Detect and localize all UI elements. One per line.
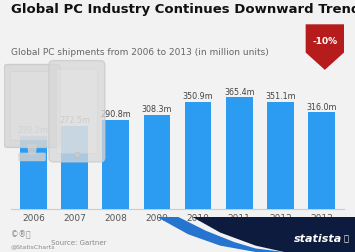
Bar <box>267 102 294 209</box>
Text: @StatisCharts: @StatisCharts <box>11 244 55 249</box>
Text: Source: Gartner: Source: Gartner <box>51 239 107 245</box>
Text: ©®Ⓢ: ©®Ⓢ <box>11 229 30 238</box>
Bar <box>20 136 47 209</box>
Text: Global PC Industry Continues Downward Trend: Global PC Industry Continues Downward Tr… <box>11 3 355 15</box>
Text: 351.1m: 351.1m <box>265 92 296 101</box>
Text: 316.0m: 316.0m <box>306 102 337 111</box>
FancyBboxPatch shape <box>4 65 60 148</box>
Text: 239.2m: 239.2m <box>18 126 49 135</box>
Bar <box>61 126 88 209</box>
Bar <box>308 113 335 209</box>
Polygon shape <box>27 145 37 155</box>
Text: 308.3m: 308.3m <box>142 105 172 114</box>
Text: statista: statista <box>294 233 342 243</box>
Text: -10%: -10% <box>312 37 337 46</box>
Polygon shape <box>156 217 284 252</box>
Text: Global PC shipments from 2006 to 2013 (in million units): Global PC shipments from 2006 to 2013 (i… <box>11 48 268 57</box>
Bar <box>102 120 129 209</box>
Text: 290.8m: 290.8m <box>100 110 131 119</box>
Text: 365.4m: 365.4m <box>224 87 255 96</box>
Polygon shape <box>192 217 355 252</box>
Text: 350.9m: 350.9m <box>183 92 213 101</box>
Bar <box>185 102 212 209</box>
Circle shape <box>75 152 80 158</box>
FancyBboxPatch shape <box>10 73 54 141</box>
Bar <box>143 115 170 209</box>
FancyBboxPatch shape <box>56 70 97 154</box>
Text: 272.5m: 272.5m <box>59 116 90 124</box>
Polygon shape <box>306 25 344 71</box>
FancyBboxPatch shape <box>18 153 46 162</box>
Bar <box>226 98 253 209</box>
FancyBboxPatch shape <box>49 61 105 162</box>
Text: ⧉: ⧉ <box>344 233 349 242</box>
